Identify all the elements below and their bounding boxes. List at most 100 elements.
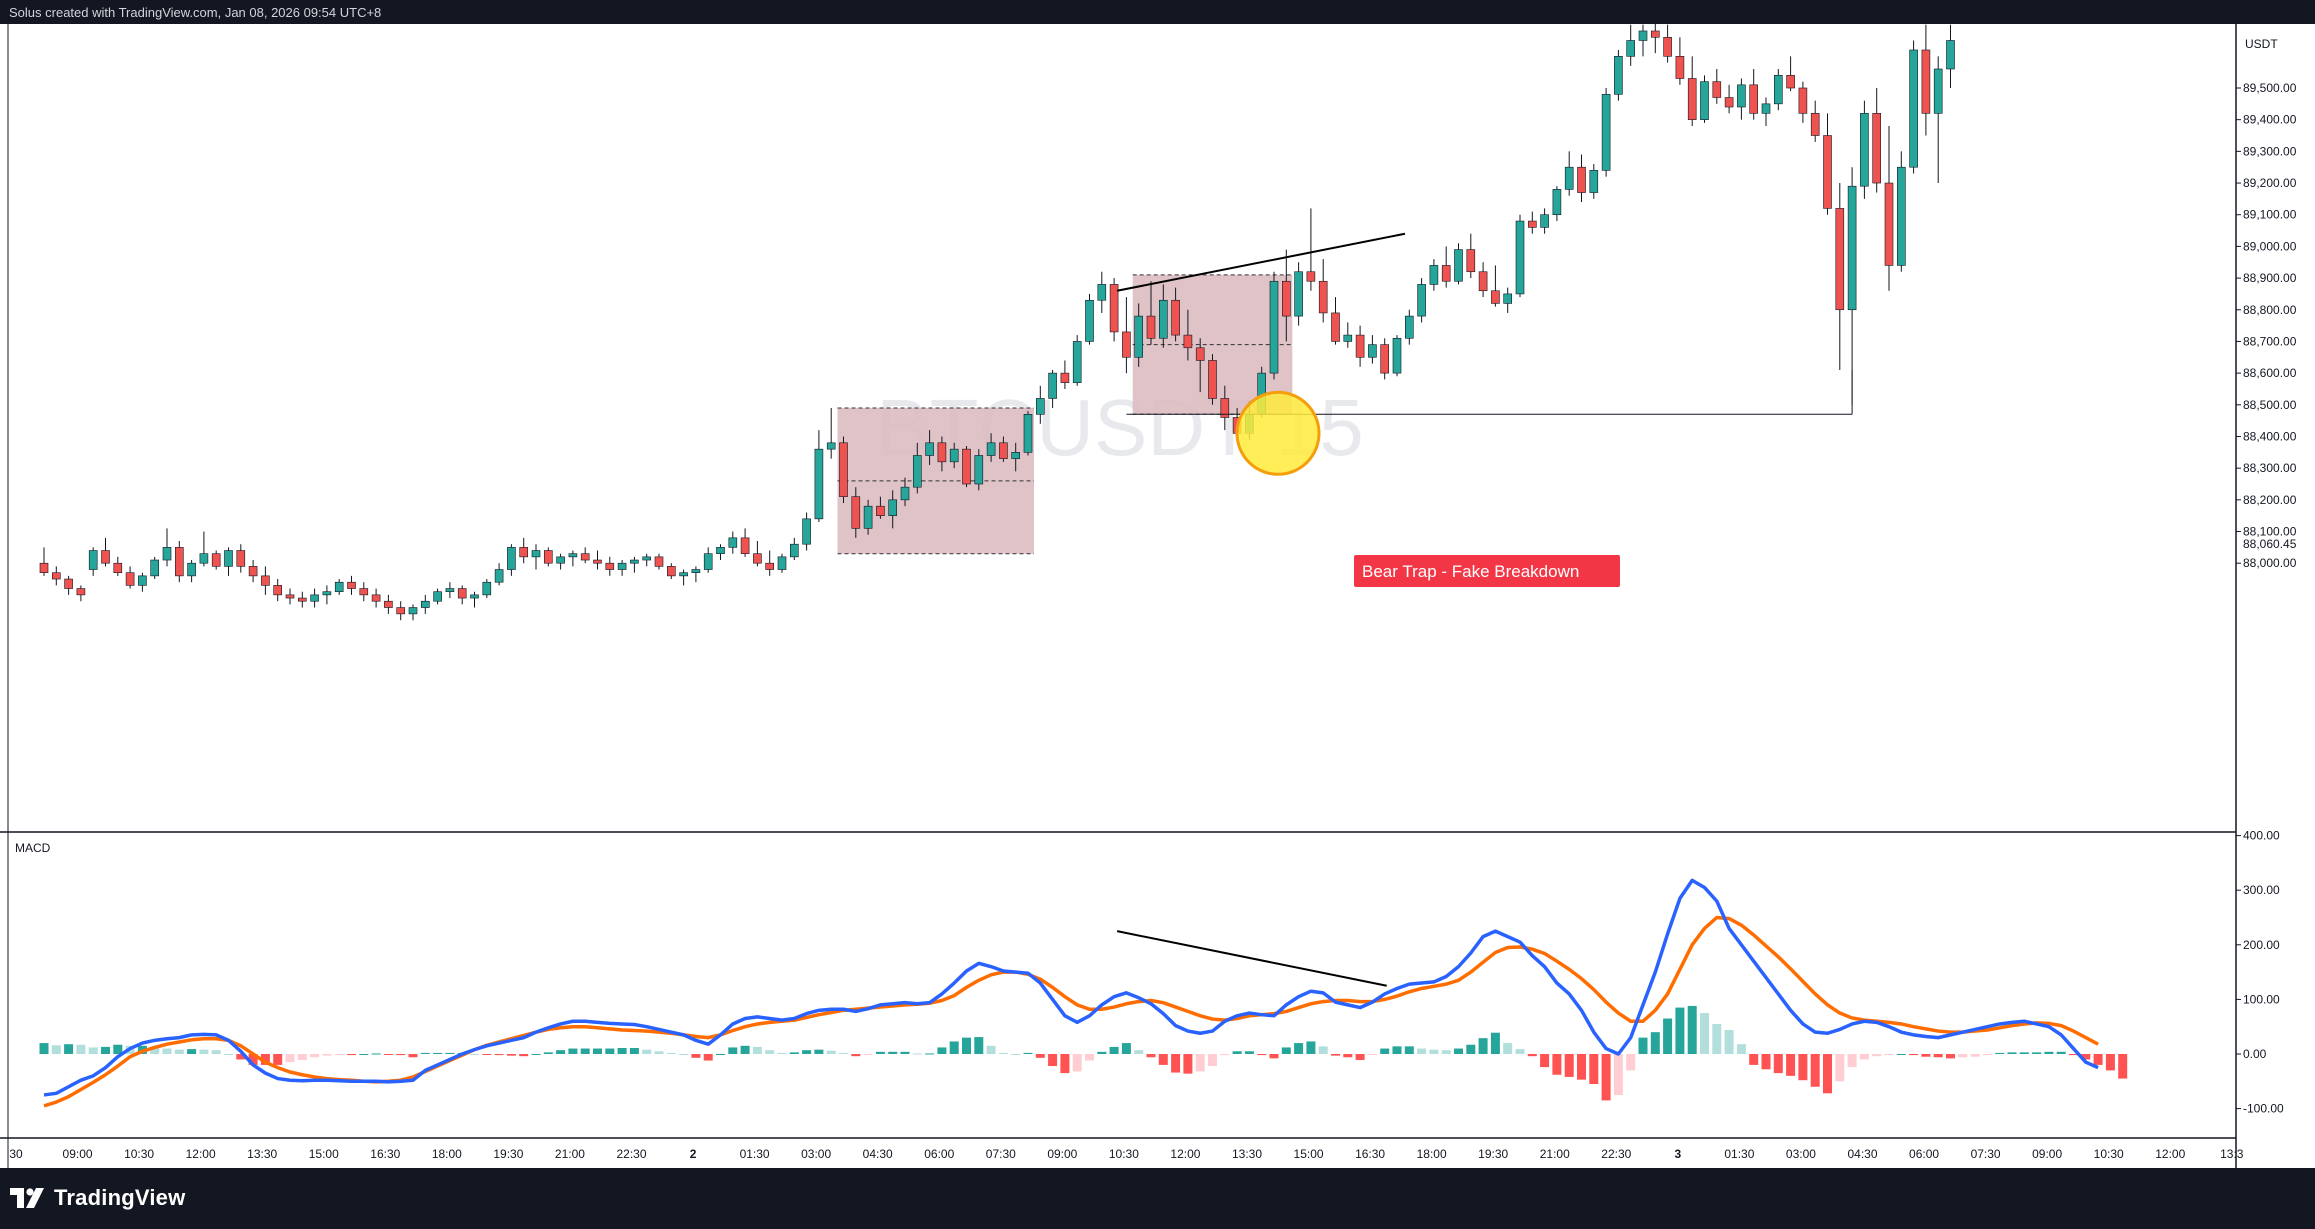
candle [937, 436, 947, 472]
time-tick-label: 06:00 [924, 1147, 954, 1161]
macd-tick-label: 100.00 [2243, 992, 2280, 1006]
candle-body [1700, 81, 1709, 120]
candle [1774, 68, 1783, 111]
macd-histogram-bar [826, 1050, 836, 1054]
candle-body [666, 566, 676, 577]
candle-body [408, 607, 418, 615]
macd-histogram-bar [1761, 1054, 1771, 1070]
bear-trap-label-text: Bear Trap - Fake Breakdown [1362, 562, 1579, 581]
candle-body [211, 553, 221, 567]
candle [753, 541, 762, 567]
candle [1023, 411, 1033, 456]
macd-histogram-bar [1503, 1043, 1513, 1054]
time-tick-label: 10:30 [2094, 1147, 2124, 1161]
candle-body [1761, 103, 1771, 114]
macd-histogram-bar [1035, 1054, 1045, 1058]
candle [925, 430, 934, 465]
candle [1097, 271, 1107, 313]
candle [322, 585, 332, 605]
candle [1540, 208, 1549, 234]
candle-body [433, 591, 442, 602]
price-tick-label: 88,200.00 [2243, 493, 2297, 507]
candle-body [1220, 398, 1230, 418]
candle-body [1294, 271, 1303, 317]
candle-body [1269, 280, 1279, 374]
candle-body [617, 562, 627, 570]
candle-body [1724, 97, 1734, 108]
candle-body [1405, 315, 1414, 339]
macd-histogram-bar [236, 1054, 246, 1060]
macd-histogram-bar [654, 1051, 664, 1054]
candle-body [1712, 81, 1722, 98]
macd-histogram-bar [888, 1051, 898, 1054]
candle [1109, 278, 1119, 342]
candle [1294, 262, 1303, 326]
chart-background [0, 24, 2315, 1168]
candle [1687, 56, 1697, 127]
time-tick-label: 01:30 [740, 1147, 770, 1161]
price-trendline [1116, 232, 1406, 292]
time-tick-label: 09:00 [1047, 1147, 1077, 1161]
macd-histogram-bar [851, 1054, 861, 1057]
tradingview-logo[interactable]: TradingView [10, 1185, 185, 1210]
candle [1946, 24, 1955, 88]
candle-body [580, 553, 590, 561]
candle [1072, 335, 1082, 386]
candle-body [1429, 265, 1439, 285]
candle [605, 556, 615, 576]
candle [51, 566, 61, 586]
macd-histogram-bar [224, 1054, 233, 1055]
candle [1835, 183, 1845, 370]
candle-body [64, 578, 73, 589]
chart-canvas[interactable]: BTCUSDT 15 Bear Trap - Fake Breakdown MA… [0, 0, 2315, 1168]
macd-histogram-bar [260, 1054, 270, 1065]
macd-histogram-bar [1257, 1054, 1267, 1056]
candle-body [199, 553, 209, 564]
candle [1614, 49, 1623, 101]
candle [1159, 284, 1168, 348]
candle-body [470, 594, 479, 599]
candle-body [162, 547, 172, 561]
candle-body [1638, 30, 1648, 41]
candle [1626, 24, 1635, 66]
macd-histogram-bar [396, 1054, 406, 1056]
candle [1380, 338, 1389, 380]
macd-histogram-bar [1810, 1054, 1820, 1087]
candle [384, 594, 393, 614]
macd-histogram-bar [691, 1054, 701, 1058]
macd-histogram-bar [1011, 1054, 1021, 1055]
macd-histogram-bar [1478, 1038, 1488, 1054]
macd-histogram-bar [1675, 1007, 1685, 1054]
candle [531, 544, 541, 570]
candle [789, 537, 799, 561]
macd-histogram-bar [1527, 1054, 1537, 1057]
candle-body [1663, 37, 1672, 57]
macd-histogram-bar [162, 1048, 172, 1054]
candle-body [937, 442, 947, 463]
macd-histogram-bar [211, 1050, 221, 1054]
candle-body [1774, 75, 1783, 105]
candle [1036, 385, 1045, 424]
time-tick-label: 10:30 [1109, 1147, 1139, 1161]
candle [949, 442, 959, 469]
macd-histogram-bar [679, 1054, 689, 1055]
macd-histogram-bar [2032, 1052, 2042, 1054]
candle-body [1786, 75, 1795, 89]
currency-label: USDT [2245, 37, 2278, 51]
candle [765, 550, 775, 576]
candle-body [1072, 341, 1082, 383]
candle-body [482, 581, 492, 596]
candle-body [753, 553, 762, 564]
candle-body [457, 588, 467, 599]
candle [1601, 88, 1611, 177]
candle [1884, 126, 1894, 291]
candle-body [1614, 56, 1623, 95]
candle-body [1318, 280, 1328, 314]
macd-histogram-bar [740, 1045, 750, 1054]
candle [187, 560, 196, 583]
price-tick-label: 88,600.00 [2243, 366, 2297, 380]
candle [1171, 287, 1180, 342]
candle [1429, 259, 1439, 291]
macd-histogram-bar [1244, 1051, 1254, 1054]
candle-body [802, 518, 811, 545]
